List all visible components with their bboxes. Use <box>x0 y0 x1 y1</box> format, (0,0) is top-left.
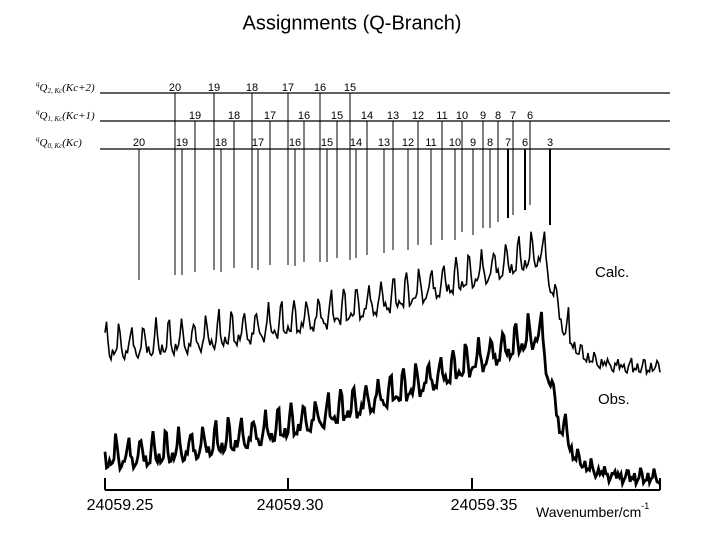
assignment-number: 6 <box>522 137 528 149</box>
row-label-sup: q <box>36 108 40 116</box>
x-tick-label: 24059.25 <box>87 497 154 514</box>
trace-label: Calc. <box>595 264 629 281</box>
assignment-number: 19 <box>176 137 188 149</box>
assignment-number: 7 <box>510 110 516 122</box>
assignment-number: 7 <box>505 137 511 149</box>
row-label-tail: (Kc) <box>62 137 82 149</box>
assignment-number: 13 <box>387 110 399 122</box>
assignment-number: 16 <box>298 110 310 122</box>
row-label-main: Q <box>40 110 48 122</box>
assignment-number: 12 <box>402 137 414 149</box>
assignment-number: 17 <box>252 137 264 149</box>
calc-trace <box>104 231 661 377</box>
assignment-number: 18 <box>215 137 227 149</box>
assignment-number: 16 <box>289 137 301 149</box>
assignment-number: 11 <box>425 137 436 149</box>
row-label-tail: (Kc+2) <box>62 82 95 94</box>
row-label-sub: 0, Kc <box>47 142 63 150</box>
assignment-number: 13 <box>378 137 390 149</box>
obs-trace <box>103 311 662 489</box>
assignment-number: 17 <box>264 110 276 122</box>
assignment-number: 11 <box>436 110 447 122</box>
x-tick-label: 24059.30 <box>257 497 324 514</box>
row-label-sup: q <box>36 80 40 88</box>
assignment-number: 19 <box>208 82 220 94</box>
assignment-number: 6 <box>527 110 533 122</box>
row-label-main: Q <box>40 82 48 94</box>
assignment-number: 3 <box>547 137 553 149</box>
assignment-number: 14 <box>350 137 362 149</box>
row-label-sub: 1, Kc <box>47 115 63 123</box>
row-label: qQ0, Kc(Kc) <box>36 135 82 150</box>
assignment-number: 10 <box>456 110 468 122</box>
slide-title: Assignments (Q-Branch) <box>243 12 462 34</box>
row-label-tail: (Kc+1) <box>62 110 95 122</box>
assignment-number: 15 <box>344 82 356 94</box>
assignment-number: 9 <box>480 110 486 122</box>
assignment-number: 14 <box>361 110 373 122</box>
assignment-number: 20 <box>169 82 181 94</box>
assignment-number: 16 <box>314 82 326 94</box>
axis-label: Wavenumber/cm-1 <box>536 501 649 519</box>
assignment-number: 8 <box>495 110 501 122</box>
assignment-number: 10 <box>449 137 461 149</box>
assignment-number: 18 <box>246 82 258 94</box>
axis-label-text: Wavenumber/cm <box>536 504 641 520</box>
axis-label-sup: -1 <box>641 501 649 511</box>
x-tick-label: 24059.35 <box>451 497 518 514</box>
assignment-number: 15 <box>331 110 343 122</box>
assignment-number: 15 <box>321 137 333 149</box>
assignment-number: 19 <box>189 110 201 122</box>
row-label: qQ2, Kc(Kc+2) <box>36 80 95 95</box>
assignment-number: 9 <box>470 137 476 149</box>
assignment-number: 8 <box>487 137 493 149</box>
assignment-number: 18 <box>228 110 240 122</box>
assignment-number: 12 <box>412 110 424 122</box>
trace-label: Obs. <box>598 391 630 408</box>
assignment-number: 20 <box>133 137 145 149</box>
row-label-sup: q <box>36 135 40 143</box>
row-label: qQ1, Kc(Kc+1) <box>36 108 95 123</box>
row-label-main: Q <box>40 137 48 149</box>
row-label-sub: 2, Kc <box>47 87 63 95</box>
assignment-number: 17 <box>282 82 294 94</box>
